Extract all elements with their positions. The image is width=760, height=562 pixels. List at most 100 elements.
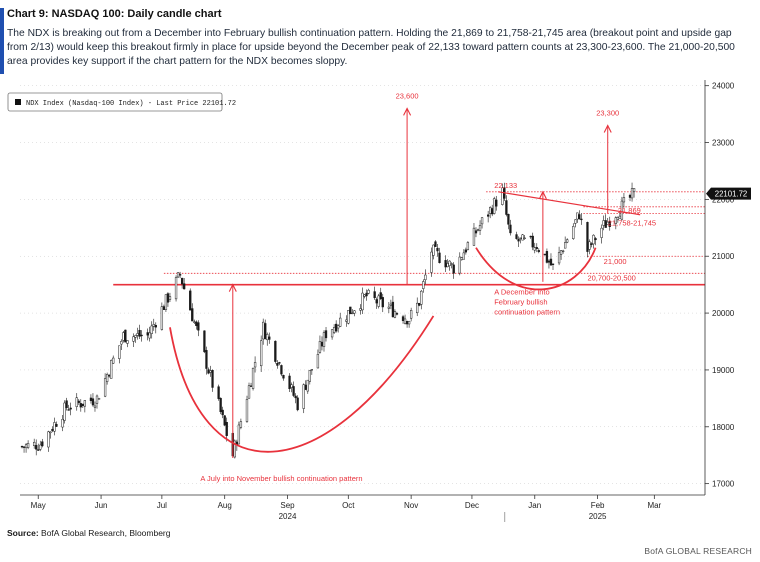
target-arrow-23300-head [603,124,612,133]
level-21000-label: 21,000 [604,257,627,266]
candle-body-up [339,317,342,327]
candle [105,372,109,385]
candle-body-down [578,214,581,220]
candle [466,241,470,251]
candle [245,395,249,423]
candle [168,292,172,302]
candle [53,417,56,436]
candle [61,414,64,432]
candle [337,324,340,333]
candle [614,216,617,230]
x-tick-label: Feb [591,501,605,510]
candle-body-up [245,399,249,422]
candle [521,234,524,241]
candle-body-up [132,336,135,342]
levels-layer [113,191,705,286]
x-tick-label: Jun [95,501,108,510]
candle-body-down [509,224,512,234]
candle-body-down [219,397,222,412]
candle [134,334,137,343]
candle-body-up [430,251,433,273]
candle [416,297,419,317]
candle-body-up [306,379,309,392]
candle [65,397,68,411]
candle-body-up [193,321,196,323]
candle [296,395,299,412]
candle [578,210,581,220]
candle [561,249,565,254]
candle-body-down [590,243,593,245]
candle [361,287,364,315]
pattern-neckline [498,191,641,216]
candle-body-down [594,238,597,241]
y-tick-label: 21000 [712,252,735,261]
ndx-candle-chart: 22,133 21,869 21,758-21,745 21,000 20,700-20… [7,80,751,522]
candle-body-down [37,449,40,451]
candle-body-down [379,292,382,299]
candle [219,397,222,415]
candle-body-up [387,306,390,309]
candle-body-up [353,310,356,314]
candle-body-up [239,421,243,428]
candle-body-up [347,310,350,324]
cup-curve-december-february [475,247,597,291]
candle [49,431,52,439]
candle [292,381,295,398]
candle [268,332,271,344]
candle-body-down [551,263,555,265]
candle [509,219,512,236]
candle [223,415,226,427]
y-tick-label: 19000 [712,366,735,375]
target-arrow-23600-head [403,107,412,116]
source-label: Source: [7,528,39,538]
title-accent-bar [0,8,4,74]
candle [67,404,70,411]
source-note: Source: BofA Global Research, Bloomberg [7,528,171,538]
last-price-tag: 22101.72 [706,187,751,200]
y-tick-label: 24000 [712,82,735,91]
candle-body-up [420,290,423,305]
candle-body-down [67,409,70,411]
annotation-july-pattern: A July into November bullish continuatio… [200,474,362,483]
legend-box [7,92,223,112]
candle-body-up [389,303,393,306]
candle-body-down [166,293,170,303]
candle [487,210,490,223]
candle [239,418,243,430]
candle-body-down [35,445,38,450]
candle [436,243,439,257]
candle-body-down [278,362,281,364]
y-tick-label: 23000 [712,139,735,148]
candle [559,250,563,260]
candle-body-down [324,330,328,339]
candle-body-up [103,378,107,397]
candle-body-up [337,325,340,329]
candle-body-up [424,274,427,281]
candle [103,373,107,398]
candle-body-down [608,221,611,227]
candle [290,382,293,393]
candle-body-down [223,415,226,426]
candle-body-up [168,296,172,300]
candle [237,421,241,445]
candle [251,367,255,391]
x-tick-label: Aug [218,501,232,510]
candle [401,314,405,324]
candle-body-down [205,350,208,369]
candle-body-down [335,323,338,332]
candle [69,402,72,416]
candle-body-up [489,207,492,214]
candle [126,340,129,348]
candle-body-down [138,329,141,337]
candle-body-up [422,281,425,289]
candle [564,236,567,249]
candle-body-down [381,297,384,308]
candle [608,216,611,231]
candle [478,220,482,236]
candle-body-down [268,336,271,340]
level-21752-label: 21,758-21,745 [608,218,656,227]
candle-body-up [614,217,617,224]
candle [531,232,534,251]
candle [91,393,95,407]
level-22133-label: 22,133 [494,181,517,190]
